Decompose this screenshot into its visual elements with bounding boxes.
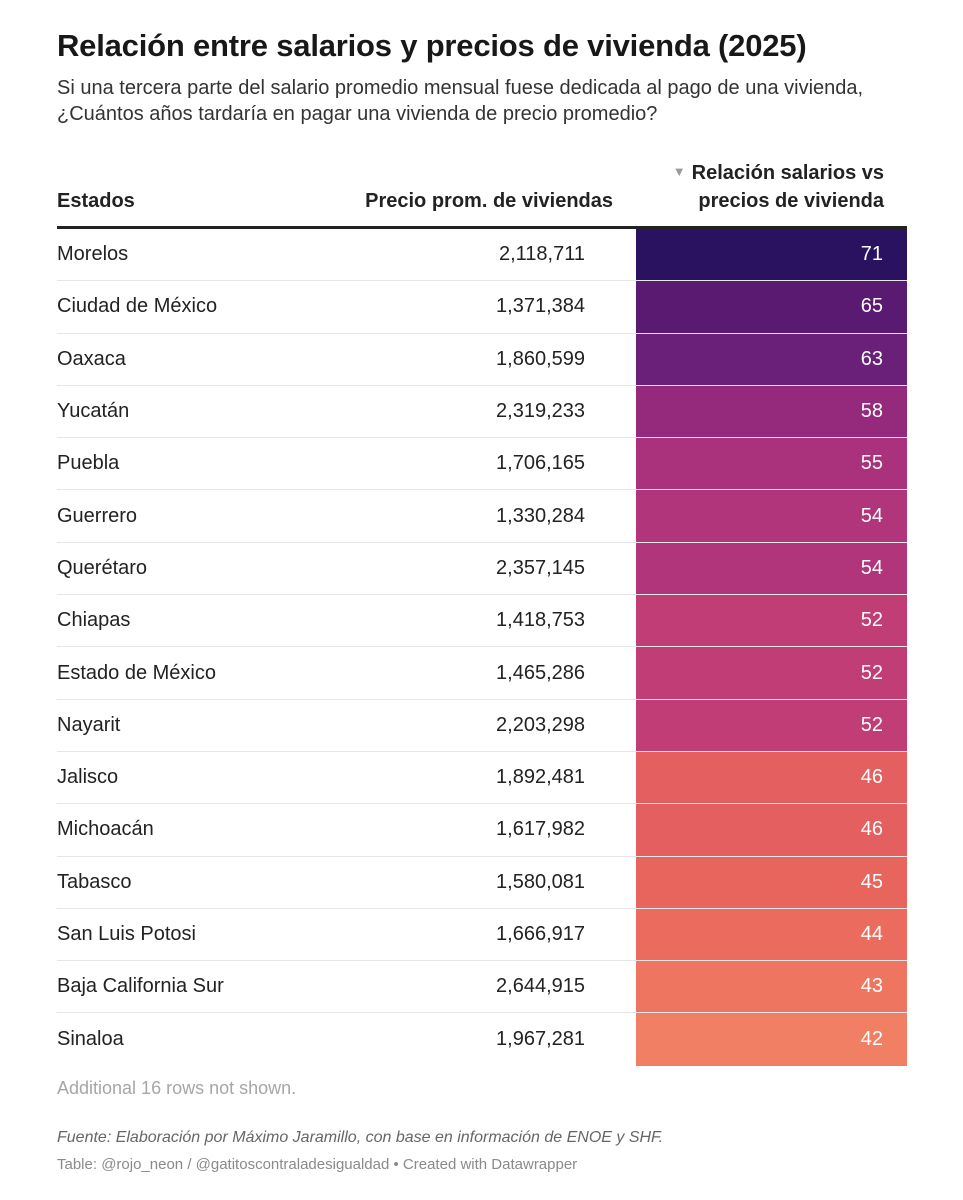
cell-ratio: 46 <box>636 804 907 856</box>
cell-state: Sinaloa <box>57 1028 124 1051</box>
cell-ratio: 54 <box>636 490 907 542</box>
table-row: Estado de México 1,465,286 52 <box>57 647 907 700</box>
cell-ratio: 52 <box>636 595 907 647</box>
column-header-states[interactable]: Estados <box>57 190 135 212</box>
table-row: Yucatán 2,319,233 58 <box>57 385 907 439</box>
column-header-price[interactable]: Precio prom. de viviendas <box>365 190 613 212</box>
cell-state: Estado de México <box>57 661 216 684</box>
cell-ratio: 65 <box>636 281 907 333</box>
cell-price: 1,418,753 <box>496 609 585 632</box>
cell-ratio: 46 <box>636 751 907 804</box>
table-row: Sinaloa 1,967,281 42 <box>57 1013 907 1066</box>
cell-price: 1,465,286 <box>496 661 585 684</box>
cell-state: Morelos <box>57 243 129 266</box>
cell-price: 1,580,081 <box>496 870 585 893</box>
cell-price: 1,706,165 <box>496 452 585 475</box>
cell-ratio: 52 <box>636 647 907 699</box>
cell-ratio: 43 <box>636 961 907 1013</box>
table-row: Baja California Sur 2,644,915 43 <box>57 961 907 1014</box>
cell-price: 2,118,711 <box>498 243 585 266</box>
table-row: Chiapas 1,418,753 52 <box>57 595 907 648</box>
table-row: Jalisco 1,892,481 46 <box>57 751 907 805</box>
cell-state: Chiapas <box>57 609 131 632</box>
cell-state: Ciudad de México <box>57 295 218 318</box>
cell-price: 2,203,298 <box>496 713 585 736</box>
credits-line: Table: @rojo_neon / @gatitoscontraladesi… <box>57 1156 578 1173</box>
cell-state: Jalisco <box>57 766 119 789</box>
cell-price: 2,644,915 <box>496 975 585 998</box>
cell-price: 1,617,982 <box>496 818 585 841</box>
cell-state: Nayarit <box>57 713 121 736</box>
cell-price: 1,330,284 <box>496 504 585 527</box>
cell-ratio: 54 <box>636 542 907 595</box>
table-row: San Luis Potosi 1,666,917 44 <box>57 908 907 962</box>
cell-state: Michoacán <box>57 818 154 841</box>
cell-state: Tabasco <box>57 870 132 893</box>
cell-state: Querétaro <box>57 556 148 579</box>
table-row: Morelos 2,118,711 71 <box>57 229 907 282</box>
cell-price: 2,319,233 <box>496 400 585 423</box>
cell-ratio: 63 <box>636 333 907 385</box>
cell-price: 1,371,384 <box>496 295 585 318</box>
cell-state: Oaxaca <box>57 347 126 370</box>
table-header: Estados Precio prom. de viviendas ▼ Relac… <box>57 160 907 226</box>
more-rows-note: Additional 16 rows not shown. <box>57 1078 297 1098</box>
table-row: Ciudad de México 1,371,384 65 <box>57 281 907 334</box>
chart-title: Relación entre salarios y precios de viv… <box>57 28 807 63</box>
cell-price: 1,860,599 <box>496 347 585 370</box>
cell-ratio: 45 <box>636 856 907 908</box>
table-row: Nayarit 2,203,298 52 <box>57 699 907 752</box>
table-row: Oaxaca 1,860,599 63 <box>57 333 907 386</box>
sort-descending-icon[interactable]: ▼ <box>672 164 686 179</box>
cell-ratio: 52 <box>636 699 907 751</box>
cell-state: Yucatán <box>57 400 130 423</box>
cell-price: 1,892,481 <box>496 766 585 789</box>
cell-price: 1,967,281 <box>496 1028 585 1051</box>
cell-ratio: 42 <box>636 1013 907 1066</box>
table-row: Guerrero 1,330,284 54 <box>57 490 907 543</box>
table-row: Querétaro 2,357,145 54 <box>57 542 907 596</box>
table-row: Michoacán 1,617,982 46 <box>57 804 907 857</box>
column-header-ratio[interactable]: ▼ Relación salarios vs precios de viviend… <box>654 160 884 214</box>
cell-price: 1,666,917 <box>496 923 585 945</box>
table-row: Tabasco 1,580,081 45 <box>57 856 907 909</box>
cell-ratio: 58 <box>636 385 907 438</box>
cell-state: Guerrero <box>57 504 138 527</box>
cell-price: 2,357,145 <box>496 556 585 579</box>
cell-state: San Luis Potosi <box>57 923 196 945</box>
cell-ratio: 55 <box>636 438 907 490</box>
header-divider <box>57 226 907 229</box>
cell-ratio: 44 <box>636 908 907 961</box>
cell-state: Baja California Sur <box>57 975 224 998</box>
cell-state: Puebla <box>57 452 120 475</box>
chart-subtitle: Si una tercera parte del salario promedi… <box>57 77 864 125</box>
table-row: Puebla 1,706,165 55 <box>57 438 907 491</box>
table-body: Morelos 2,118,711 71 Ciudad de México 1,371,… <box>57 229 907 1066</box>
cell-ratio: 71 <box>636 229 907 281</box>
column-header-ratio-label: Relación salarios vs precios de vivienda <box>691 162 884 212</box>
source-note: Fuente: Elaboración por Máximo Jaramillo… <box>57 1129 664 1146</box>
